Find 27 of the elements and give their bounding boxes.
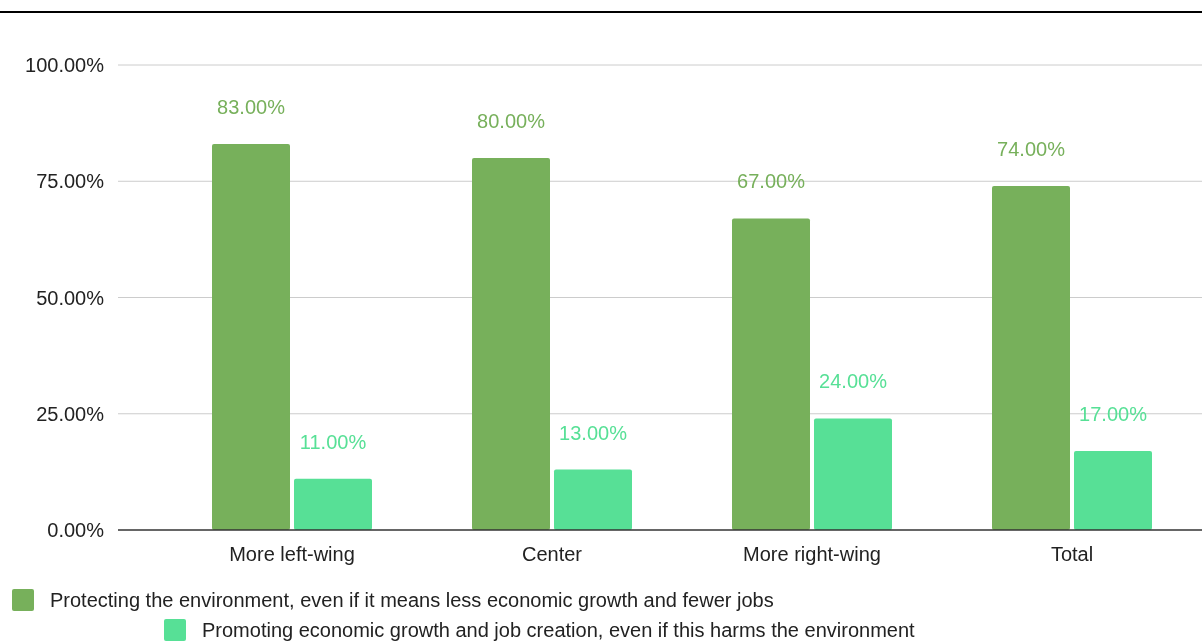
data-label: 67.00% — [737, 170, 806, 193]
data-label: 24.00% — [819, 370, 888, 393]
bar — [1074, 450, 1152, 530]
x-tick-label: Center — [521, 543, 583, 565]
data-label: 74.00% — [997, 137, 1066, 160]
x-tick-label: More left-wing — [229, 543, 355, 565]
legend-label: Protecting the environment, even if it means less economic growth and fewer jobs — [50, 589, 774, 611]
x-tick-label: Total — [1050, 543, 1094, 565]
legend-label: Promoting economic growth and job creation, even if this harms the environment — [202, 619, 916, 641]
y-tick-label: 75.00% — [36, 170, 105, 193]
bar — [732, 218, 810, 530]
data-label: 11.00% — [299, 430, 367, 453]
y-tick-label: 25.00% — [36, 402, 105, 425]
bar — [992, 185, 1070, 530]
bar — [554, 469, 632, 530]
y-tick-label: 100.00% — [25, 54, 105, 76]
y-tick-label: 0.00% — [47, 519, 105, 541]
bar — [212, 144, 290, 530]
data-label: 80.00% — [477, 110, 546, 132]
y-tick-label: 50.00% — [36, 286, 105, 309]
data-label: 83.00% — [217, 96, 286, 119]
bar — [472, 158, 550, 530]
x-tick-label: More right-wing — [743, 543, 881, 565]
data-label: 17.00% — [1079, 402, 1148, 425]
data-label: 13.00% — [559, 421, 628, 444]
bar — [294, 478, 372, 530]
bar — [814, 418, 892, 530]
